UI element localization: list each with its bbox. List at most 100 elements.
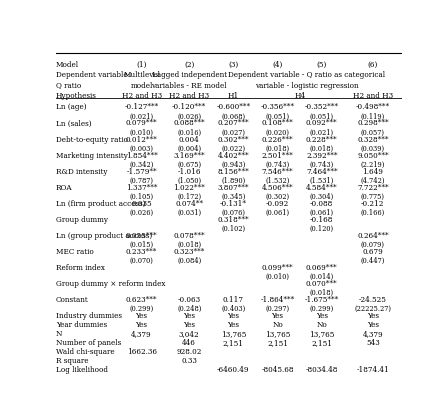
Text: Reform index: Reform index (56, 264, 105, 272)
Text: 4.506***: 4.506*** (262, 184, 293, 192)
Text: 4,379: 4,379 (131, 330, 152, 338)
Text: (0.084): (0.084) (177, 257, 202, 265)
Text: (0.076): (0.076) (221, 209, 245, 217)
Text: 13,765: 13,765 (265, 330, 290, 338)
Text: Lagged independent: Lagged independent (152, 72, 227, 79)
Text: H2 and H3: H2 and H3 (169, 92, 209, 100)
Text: Yes: Yes (367, 321, 379, 329)
Text: 928.02: 928.02 (177, 348, 202, 356)
Text: -0.131*: -0.131* (220, 200, 247, 208)
Text: 1.649: 1.649 (363, 168, 383, 176)
Text: Yes: Yes (135, 321, 148, 329)
Text: -1.864***: -1.864*** (261, 296, 295, 304)
Text: (0.027): (0.027) (221, 129, 245, 136)
Text: (0.020): (0.020) (266, 129, 290, 136)
Text: -0.092: -0.092 (266, 200, 289, 208)
Text: Q ratio: Q ratio (56, 82, 81, 89)
Text: -24.525: -24.525 (359, 296, 387, 304)
Text: Industry dummies: Industry dummies (56, 312, 122, 320)
Text: (1.531): (1.531) (310, 177, 334, 185)
Text: 2.392***: 2.392*** (306, 151, 337, 160)
Text: No: No (272, 321, 283, 329)
Text: (2): (2) (184, 61, 194, 69)
Text: -1.579**: -1.579** (127, 168, 157, 176)
Text: 0.088***: 0.088*** (173, 119, 205, 127)
Text: (0.015): (0.015) (130, 241, 154, 249)
Text: Yes: Yes (183, 312, 195, 320)
Text: -0.356***: -0.356*** (261, 104, 295, 111)
Text: (0.070): (0.070) (130, 257, 154, 265)
Text: Hypothesis: Hypothesis (56, 92, 97, 100)
Text: (0.051): (0.051) (266, 112, 290, 120)
Text: (0.010): (0.010) (130, 129, 154, 136)
Text: -0.168: -0.168 (310, 216, 333, 224)
Text: (0.018): (0.018) (266, 144, 290, 153)
Text: -6460.49: -6460.49 (217, 366, 250, 374)
Text: Wald chi-square: Wald chi-square (56, 348, 114, 356)
Text: 13,765: 13,765 (221, 330, 246, 338)
Text: 0.069***: 0.069*** (306, 264, 337, 272)
Text: (2.219): (2.219) (361, 161, 385, 168)
Text: 0.318***: 0.318*** (218, 216, 249, 224)
Text: (0.743): (0.743) (266, 161, 290, 168)
Text: (0.061): (0.061) (266, 209, 290, 217)
Text: H2 and H3: H2 and H3 (353, 92, 393, 100)
Text: (0.743): (0.743) (310, 161, 334, 168)
Text: -8034.48: -8034.48 (306, 366, 338, 374)
Text: 13,765: 13,765 (309, 330, 334, 338)
Text: 1.022***: 1.022*** (173, 184, 205, 192)
Text: (0.018): (0.018) (177, 241, 201, 249)
Text: Yes: Yes (316, 312, 328, 320)
Text: -0.120***: -0.120*** (172, 104, 207, 111)
Text: Model: Model (56, 61, 79, 69)
Text: H4: H4 (294, 92, 305, 100)
Text: variable - logistic regression: variable - logistic regression (255, 82, 359, 89)
Text: 2,151: 2,151 (267, 339, 288, 347)
Text: Yes: Yes (228, 312, 240, 320)
Text: Multilevel: Multilevel (123, 72, 160, 79)
Text: (0.014): (0.014) (310, 273, 334, 281)
Text: (0.675): (0.675) (177, 161, 201, 168)
Text: -0.600***: -0.600*** (216, 104, 250, 111)
Text: -0.212: -0.212 (361, 200, 384, 208)
Text: model: model (131, 82, 153, 89)
Text: 0.226***: 0.226*** (262, 136, 293, 144)
Text: 7.546***: 7.546*** (262, 168, 293, 176)
Text: R square: R square (56, 357, 89, 365)
Text: Yes: Yes (272, 312, 283, 320)
Text: Group dummy: Group dummy (56, 216, 108, 224)
Text: Yes: Yes (135, 312, 148, 320)
Text: (0.031): (0.031) (177, 209, 201, 217)
Text: 3.807***: 3.807*** (218, 184, 249, 192)
Text: (5): (5) (316, 61, 327, 69)
Text: (0.003): (0.003) (130, 144, 154, 153)
Text: (0.105): (0.105) (130, 193, 154, 201)
Text: (0.120): (0.120) (310, 225, 334, 233)
Text: 0.055***: 0.055*** (126, 232, 157, 240)
Text: 0.099***: 0.099*** (262, 264, 293, 272)
Text: 4,379: 4,379 (363, 330, 383, 338)
Text: (0.299): (0.299) (130, 305, 154, 313)
Text: (0.787): (0.787) (130, 177, 154, 185)
Text: Yes: Yes (228, 321, 240, 329)
Text: (1.890): (1.890) (221, 177, 245, 185)
Text: (0.004): (0.004) (177, 144, 201, 153)
Text: (4): (4) (272, 61, 283, 69)
Text: 0.092***: 0.092*** (306, 119, 337, 127)
Text: Dependent variable:: Dependent variable: (56, 72, 130, 79)
Text: 446: 446 (182, 339, 196, 347)
Text: 0.012***: 0.012*** (126, 136, 157, 144)
Text: (0.172): (0.172) (177, 193, 201, 201)
Text: (1.532): (1.532) (266, 177, 290, 185)
Text: H1: H1 (228, 92, 239, 100)
Text: (0.016): (0.016) (177, 129, 201, 136)
Text: Ln (firm product access): Ln (firm product access) (56, 200, 146, 208)
Text: (0.061): (0.061) (310, 209, 334, 217)
Text: -1874.41: -1874.41 (356, 366, 389, 374)
Text: (6): (6) (368, 61, 378, 69)
Text: -0.127***: -0.127*** (125, 104, 159, 111)
Text: 0.328***: 0.328*** (357, 136, 388, 144)
Text: (0.447): (0.447) (361, 257, 385, 265)
Text: Number of panels: Number of panels (56, 339, 121, 347)
Text: (4.742): (4.742) (361, 177, 385, 185)
